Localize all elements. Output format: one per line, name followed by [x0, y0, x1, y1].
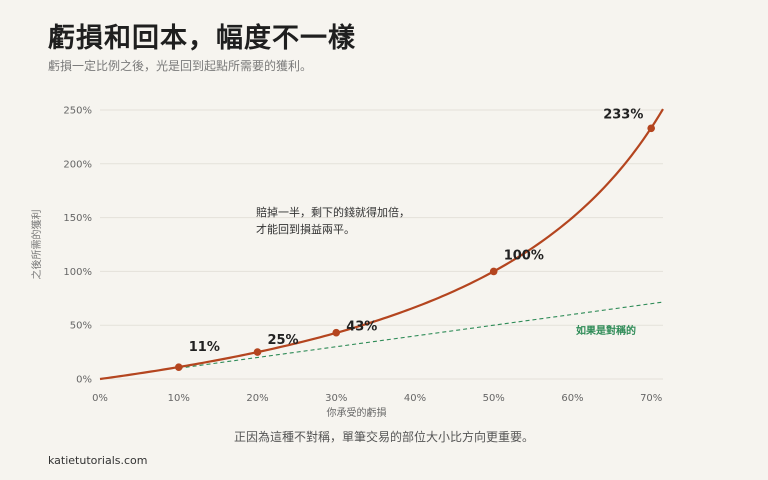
data-point	[647, 124, 655, 133]
chart-subtitle: 虧損一定比例之後，光是回到起點所需要的獲利。	[48, 59, 313, 73]
symmetric-line-label: 如果是對稱的	[576, 324, 636, 337]
data-label: 43%	[346, 320, 377, 335]
data-label: 100%	[504, 248, 544, 263]
data-point	[489, 267, 498, 276]
footer-note: 正因為這種不對稱，單筆交易的部位大小比方向更重要。	[233, 430, 534, 444]
y-tick-label: 0%	[76, 375, 92, 386]
x-tick-label: 10%	[168, 393, 190, 404]
annotation-text: 才能回到損益兩平。	[256, 222, 355, 236]
y-tick-label: 150%	[63, 213, 92, 224]
site-credit[interactable]: katietutorials.com	[48, 454, 148, 467]
data-label: 25%	[267, 333, 298, 348]
required-gain-curve	[99, 108, 664, 381]
data-point	[253, 348, 262, 356]
y-tick-label: 250%	[63, 106, 92, 117]
x-tick-label: 60%	[561, 393, 583, 404]
x-tick-label: 50%	[483, 393, 505, 404]
y-tick-label: 50%	[70, 321, 92, 332]
x-tick-label: 70%	[640, 393, 662, 404]
y-tick-label: 200%	[63, 159, 92, 170]
data-point	[174, 363, 183, 371]
data-point	[332, 328, 341, 337]
x-axis-label: 你承受的虧損	[327, 406, 387, 419]
x-tick-label: 0%	[92, 393, 108, 404]
symmetric-line	[178, 301, 664, 369]
chart-title: 虧損和回本，幅度不一樣	[48, 23, 356, 54]
annotation-text: 賠掉一半，剩下的錢就得加倍，	[256, 205, 410, 219]
x-tick-label: 30%	[325, 393, 347, 404]
y-axis-label: 之後所需的獲利	[30, 210, 43, 280]
data-label: 11%	[189, 340, 220, 355]
y-tick-label: 100%	[63, 267, 92, 278]
x-tick-label: 20%	[246, 393, 268, 404]
x-tick-label: 40%	[404, 393, 426, 404]
data-label: 233%	[603, 107, 643, 122]
